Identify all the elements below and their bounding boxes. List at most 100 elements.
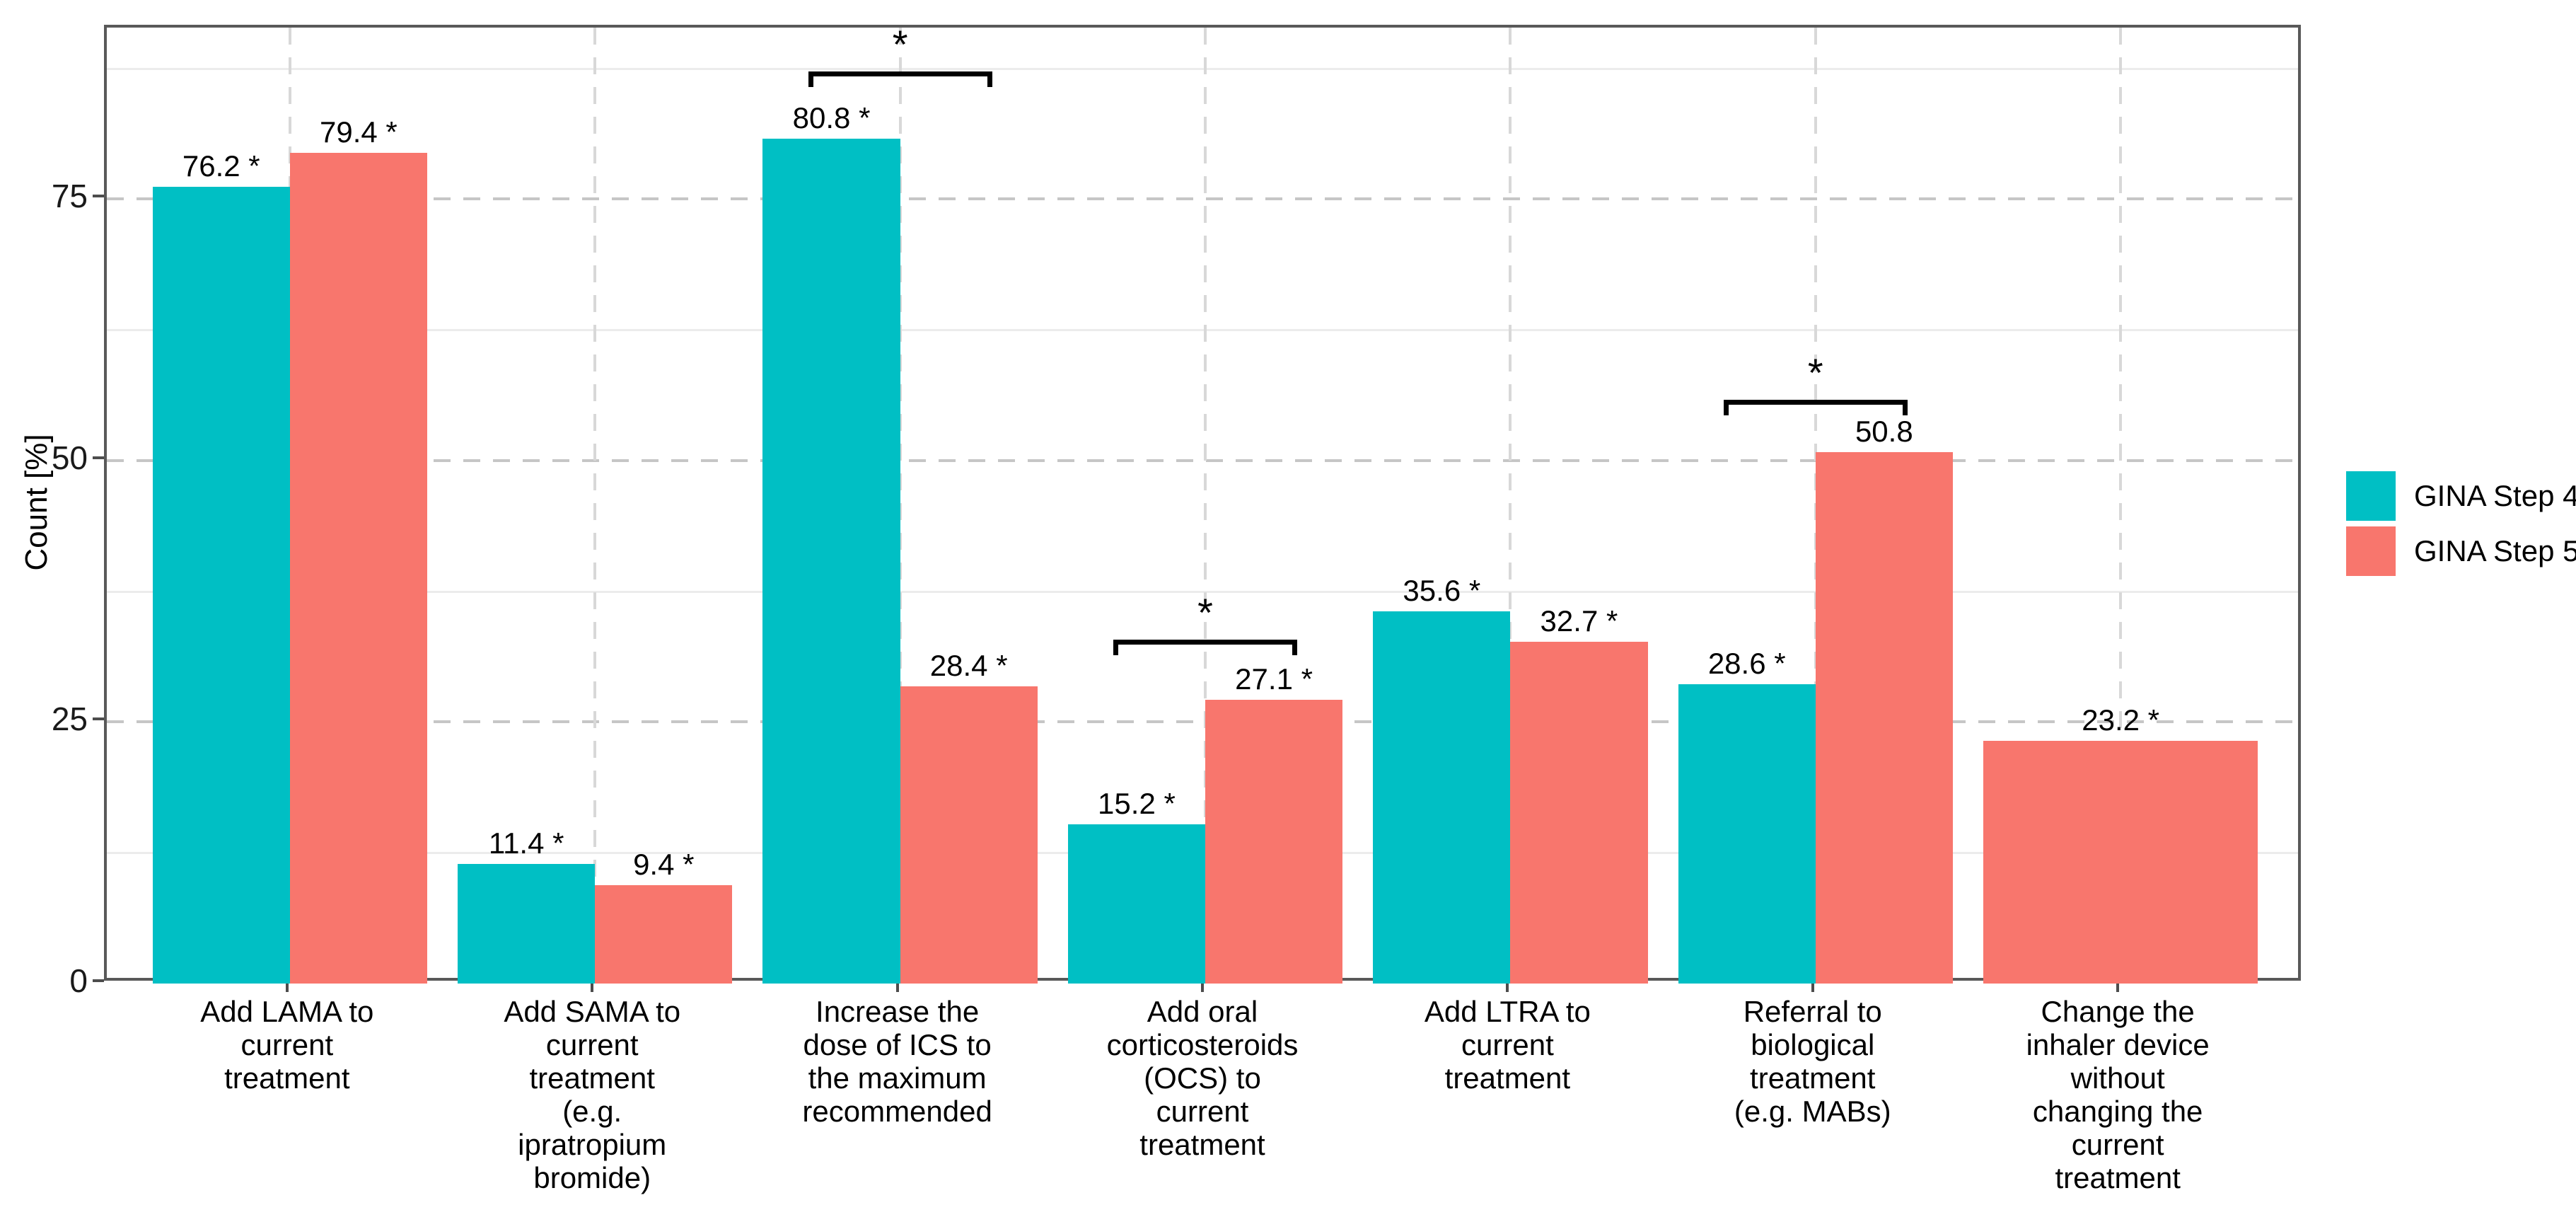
x-axis-category-label: Add SAMA to current treatment (e.g. ipratrop… xyxy=(504,995,680,1194)
bar-value-label: 9.4 * xyxy=(633,848,695,882)
gridline-vertical-category-center xyxy=(593,28,597,978)
x-axis-tick xyxy=(285,981,289,992)
x-axis-tick xyxy=(2116,981,2120,992)
bar-value-label: 79.4 * xyxy=(320,115,398,149)
significance-bracket xyxy=(1723,400,1908,416)
legend-swatch-gina-step-5 xyxy=(2346,526,2396,576)
bar-value-label: 28.4 * xyxy=(929,649,1008,683)
x-axis-category-label-line: current xyxy=(1156,1095,1249,1128)
x-axis-tick xyxy=(591,981,594,992)
bar-value-label: 80.8 * xyxy=(792,100,871,134)
gridline-vertical-category-center xyxy=(898,28,902,978)
x-axis-tick xyxy=(895,981,899,992)
gridline-vertical-category-center xyxy=(1509,28,1512,978)
x-axis-category-label-line: Change the xyxy=(2041,995,2195,1028)
x-axis-category-label-line: Increase the xyxy=(816,995,980,1028)
significance-bracket xyxy=(1113,639,1297,655)
x-axis-category-label: Referral to biological treatment (e.g. MABs… xyxy=(1734,995,1891,1128)
bar-gina-step-5 xyxy=(1815,452,1953,984)
significance-bracket xyxy=(808,71,992,88)
x-axis-category-label-line: corticosteroids xyxy=(1106,1028,1299,1061)
x-axis-category-label-line: ipratropium xyxy=(518,1128,667,1161)
x-axis-category-label-line: (e.g. MABs) xyxy=(1734,1095,1891,1128)
bar-gina-step-4 xyxy=(458,864,596,984)
bar-gina-step-5 xyxy=(900,686,1038,984)
y-axis-tick-label: 25 xyxy=(51,700,88,738)
bar-value-label: 76.2 * xyxy=(182,149,260,183)
legend-swatch-gina-step-4 xyxy=(2346,471,2396,521)
bar-gina-step-5 xyxy=(1205,700,1343,984)
y-axis-tick-label: 50 xyxy=(51,439,88,476)
x-axis-category-label: Add oral corticosteroids (OCS) to current tr… xyxy=(1107,995,1299,1161)
x-axis-category-label-line: current xyxy=(1461,1028,1554,1061)
legend-item-gina-step-4: GINA Step 4 xyxy=(2346,471,2576,521)
y-axis-tick xyxy=(93,195,104,198)
x-axis-category-label-line: dose of ICS to xyxy=(803,1028,992,1061)
x-axis-category-label-line: treatment xyxy=(1750,1061,1876,1095)
bar-gina-step-4 xyxy=(762,138,900,984)
bar-value-label: 35.6 * xyxy=(1403,573,1481,607)
gridline-minor-horizontal xyxy=(107,329,2298,332)
bar-value-label: 32.7 * xyxy=(1540,604,1618,638)
bar-gina-step-5 xyxy=(289,153,427,984)
gridline-minor-horizontal xyxy=(107,590,2298,593)
x-axis-category-label-line: treatment xyxy=(1139,1128,1265,1161)
x-axis-category-label-line: (e.g. xyxy=(562,1095,622,1128)
x-axis-category-label-line: inhaler device xyxy=(2026,1028,2210,1061)
x-axis-category-label-line: current xyxy=(240,1028,334,1061)
bar-value-label: 28.6 * xyxy=(1707,647,1786,681)
legend-label-gina-step-4: GINA Step 4 xyxy=(2414,479,2576,512)
plot-panel: 76.2 * 79.4 * 11.4 * 9.4 * 80.8 * 28.4 * 15.2 … xyxy=(104,22,2301,984)
y-axis-tick xyxy=(93,979,104,982)
x-axis-category-label-line: (OCS) to xyxy=(1144,1061,1261,1095)
gridline-major-horizontal xyxy=(107,197,2298,201)
x-axis-category-label-line: current xyxy=(2071,1128,2164,1161)
gridline-vertical-category-center xyxy=(2119,28,2123,978)
bar-gina-step-4 xyxy=(1067,824,1205,984)
x-axis-category-label: Increase the dose of ICS to the maximum rec… xyxy=(802,995,992,1128)
bar-value-label: 27.1 * xyxy=(1235,662,1313,696)
x-axis-category-label: Change the inhaler device without changing … xyxy=(2026,995,2210,1194)
x-axis-category-label-line: treatment xyxy=(1444,1061,1571,1095)
x-axis-tick xyxy=(1811,981,1814,992)
x-axis-category-label-line: Add LTRA to xyxy=(1424,995,1591,1028)
x-axis-category-label-line: Add LAMA to xyxy=(200,995,374,1028)
bar-gina-step-4 xyxy=(1373,611,1511,984)
x-axis-tick xyxy=(1506,981,1509,992)
x-axis-category-label-line: Add SAMA to xyxy=(504,995,681,1028)
x-axis-category-label-line: the maximum xyxy=(808,1061,987,1095)
y-axis-tick-label: 75 xyxy=(51,178,88,215)
significance-star: * xyxy=(1807,350,1823,396)
bar-value-label: 15.2 * xyxy=(1098,787,1176,821)
bar-gina-step-4 xyxy=(152,186,290,984)
x-axis-category-label-line: bromide) xyxy=(533,1161,651,1194)
x-axis-category-label-line: treatment xyxy=(224,1061,350,1095)
bar-gina-step-5 xyxy=(1983,741,2258,984)
bar-value-label: 23.2 * xyxy=(2082,703,2160,737)
x-axis-category-label-line: without xyxy=(2070,1061,2165,1095)
y-axis-tick xyxy=(93,456,104,459)
bar-value-label: 50.8 xyxy=(1855,415,1913,449)
legend-label-gina-step-5: GINA Step 5 xyxy=(2414,534,2576,567)
significance-star: * xyxy=(1197,589,1213,635)
x-axis-category-label-line: current xyxy=(545,1028,639,1061)
gridline-major-horizontal xyxy=(107,459,2298,462)
x-axis-category-label-line: Referral to xyxy=(1743,995,1882,1028)
bar-gina-step-5 xyxy=(1510,641,1648,984)
y-axis-tick-label: 0 xyxy=(69,962,88,999)
bar-gina-step-5 xyxy=(595,885,733,984)
x-axis-category-label-line: Add oral xyxy=(1147,995,1258,1028)
x-axis-category-label-line: treatment xyxy=(2055,1161,2181,1194)
x-axis-category-label: Add LAMA to current treatment xyxy=(200,995,373,1095)
gridline-minor-horizontal xyxy=(107,67,2298,70)
gridline-major-horizontal xyxy=(107,720,2298,724)
x-axis-category-label: Add LTRA to current treatment xyxy=(1425,995,1591,1095)
x-axis-category-label-line: biological xyxy=(1751,1028,1875,1061)
gridline-vertical-category-center xyxy=(1204,28,1207,978)
x-axis-category-label-line: changing the xyxy=(2032,1095,2203,1128)
x-axis-category-label-line: treatment xyxy=(529,1061,655,1095)
x-axis-category-label-line: recommended xyxy=(802,1095,992,1128)
significance-star: * xyxy=(892,22,908,67)
legend-item-gina-step-5: GINA Step 5 xyxy=(2346,526,2576,576)
